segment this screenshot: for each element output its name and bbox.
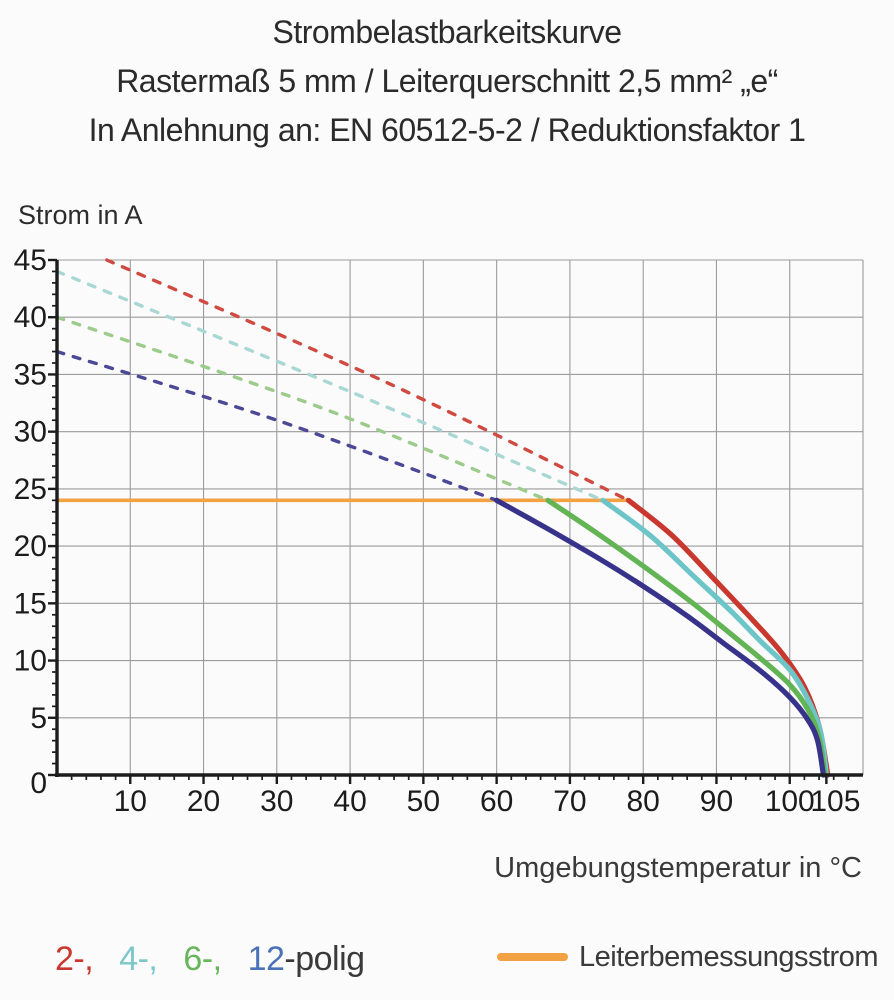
x-tick-label: 40 (333, 785, 366, 818)
x-tick-label: 100 (765, 785, 815, 818)
legend-pole-label-12: 12 (247, 940, 285, 978)
curve-12-polig-solid (494, 497, 826, 778)
y-tick-label: 0 (30, 767, 47, 800)
curve-12-polig-dashed (55, 349, 499, 502)
curve-4-polig-dashed (55, 269, 605, 502)
chart-title-line1: Strombelastbarkeitskurve (272, 14, 622, 50)
legend-pole-label-4: 4-, (119, 940, 158, 978)
x-tick-label: 30 (260, 785, 293, 818)
y-tick-label: 25 (14, 473, 47, 506)
legend-pole-counts: 2-, 4-, 6-, 12-polig (55, 940, 365, 979)
x-tick-label: 60 (480, 785, 513, 818)
x-tick-label: 70 (553, 785, 586, 818)
y-tick-label: 20 (14, 530, 47, 563)
legend-pole-label-6: 6-, (183, 940, 222, 978)
legend-pole-suffix: -polig (284, 940, 365, 978)
y-tick-label: 30 (14, 416, 47, 449)
y-tick-label: 35 (14, 358, 47, 391)
y-tick-label: 10 (14, 645, 47, 678)
rated-current-label: Leiterbemessungsstrom (579, 940, 878, 973)
y-tick-label: 45 (14, 244, 47, 277)
y-tick-label: 15 (14, 587, 47, 620)
curve-6-polig-solid (545, 497, 828, 778)
chart-title-line2: Rastermaß 5 mm / Leiterquerschnitt 2,5 m… (116, 63, 778, 99)
y-tick-label: 40 (14, 301, 47, 334)
chart-title: Strombelastbarkeitskurve Rastermaß 5 mm … (0, 8, 894, 155)
rated-current-line-swatch (497, 953, 568, 961)
x-tick-label: 10 (114, 785, 147, 818)
x-tick-label: 80 (626, 785, 659, 818)
y-tick-label: 5 (30, 702, 47, 735)
curve-6-polig-dashed (55, 315, 550, 502)
legend-rated-current: Leiterbemessungsstrom (497, 936, 878, 978)
x-tick-label: 90 (700, 785, 733, 818)
x-tick-label: 50 (407, 785, 440, 818)
curve-2-polig-dashed (105, 258, 631, 502)
chart-title-line3: In Anlehnung an: EN 60512-5-2 / Reduktio… (88, 112, 806, 148)
x-tick-label: 20 (187, 785, 220, 818)
x-axis-title: Umgebungstemperatur in °C (494, 852, 862, 884)
legend-pole-label-2: 2-, (55, 940, 94, 978)
curve-4-polig-solid (600, 497, 829, 778)
y-axis-title: Strom in A (18, 200, 143, 230)
x-tick-label: 105 (810, 785, 860, 818)
